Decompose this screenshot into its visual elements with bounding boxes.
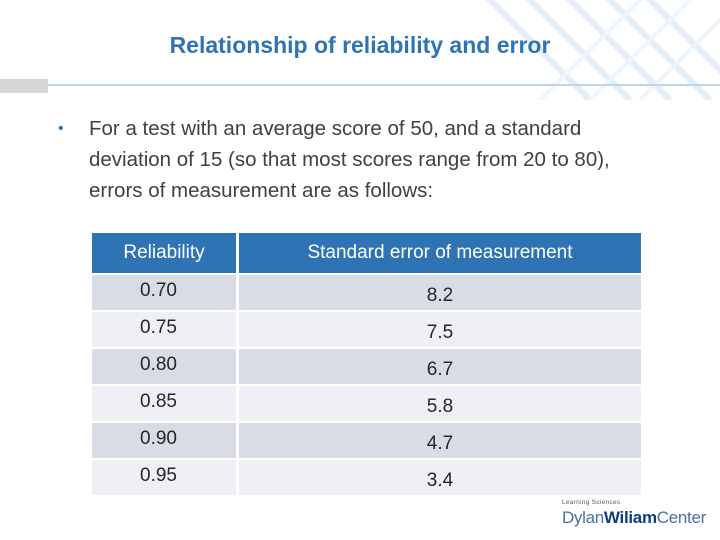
reliability-table: Reliability Standard error of measuremen… bbox=[92, 233, 641, 497]
reliability-value: 0.70 bbox=[140, 279, 177, 301]
divider-accent bbox=[0, 79, 48, 93]
bullet-text: For a test with an average score of 50, … bbox=[89, 117, 610, 202]
sem-value: 3.4 bbox=[426, 469, 454, 491]
bullet-marker: • bbox=[58, 120, 64, 137]
sem-cell: 3.4 bbox=[239, 460, 641, 497]
logo-name-first: Dylan bbox=[561, 508, 604, 527]
table-row: 0.75 7.5 bbox=[92, 312, 641, 349]
logo-name-last: Center bbox=[656, 508, 707, 527]
sem-cell: 8.2 bbox=[239, 275, 641, 312]
sem-value: 5.8 bbox=[426, 395, 454, 417]
table-row: 0.80 6.7 bbox=[92, 349, 641, 386]
sem-cell: 7.5 bbox=[239, 312, 641, 349]
table-row: 0.95 3.4 bbox=[92, 460, 641, 497]
bullet-point: • For a test with an average score of 50… bbox=[58, 113, 668, 206]
sem-value: 4.7 bbox=[426, 432, 454, 454]
sem-cell: 4.7 bbox=[239, 423, 641, 460]
logo-tagline: Learning Sciences bbox=[561, 499, 621, 506]
sem-cell: 5.8 bbox=[239, 386, 641, 423]
header-standard-error: Standard error of measurement bbox=[239, 233, 641, 275]
reliability-cell: 0.70 bbox=[92, 275, 239, 312]
sem-value: 7.5 bbox=[426, 321, 454, 343]
header-reliability: Reliability bbox=[92, 233, 239, 275]
title-divider bbox=[0, 79, 720, 93]
divider-line bbox=[48, 84, 720, 86]
reliability-value: 0.85 bbox=[140, 390, 177, 412]
reliability-cell: 0.75 bbox=[92, 312, 239, 349]
table-row: 0.85 5.8 bbox=[92, 386, 641, 423]
table-header-row: Reliability Standard error of measuremen… bbox=[92, 233, 641, 275]
reliability-value: 0.95 bbox=[140, 464, 177, 486]
table-row: 0.90 4.7 bbox=[92, 423, 641, 460]
sem-cell: 6.7 bbox=[239, 349, 641, 386]
sem-value: 6.7 bbox=[426, 358, 454, 380]
sem-value: 8.2 bbox=[426, 284, 454, 306]
reliability-cell: 0.85 bbox=[92, 386, 239, 423]
logo-name-middle: Wiliam bbox=[603, 508, 657, 527]
reliability-cell: 0.95 bbox=[92, 460, 239, 497]
reliability-cell: 0.80 bbox=[92, 349, 239, 386]
table-row: 0.70 8.2 bbox=[92, 275, 641, 312]
reliability-cell: 0.90 bbox=[92, 423, 239, 460]
reliability-value: 0.75 bbox=[140, 316, 177, 338]
slide-title: Relationship of reliability and error bbox=[169, 32, 551, 58]
reliability-value: 0.90 bbox=[140, 427, 177, 449]
reliability-value: 0.80 bbox=[140, 353, 177, 375]
logo-wordmark: DylanWiliamCenter bbox=[562, 508, 706, 528]
dylan-wiliam-center-logo: Learning Sciences DylanWiliamCenter bbox=[562, 499, 706, 528]
